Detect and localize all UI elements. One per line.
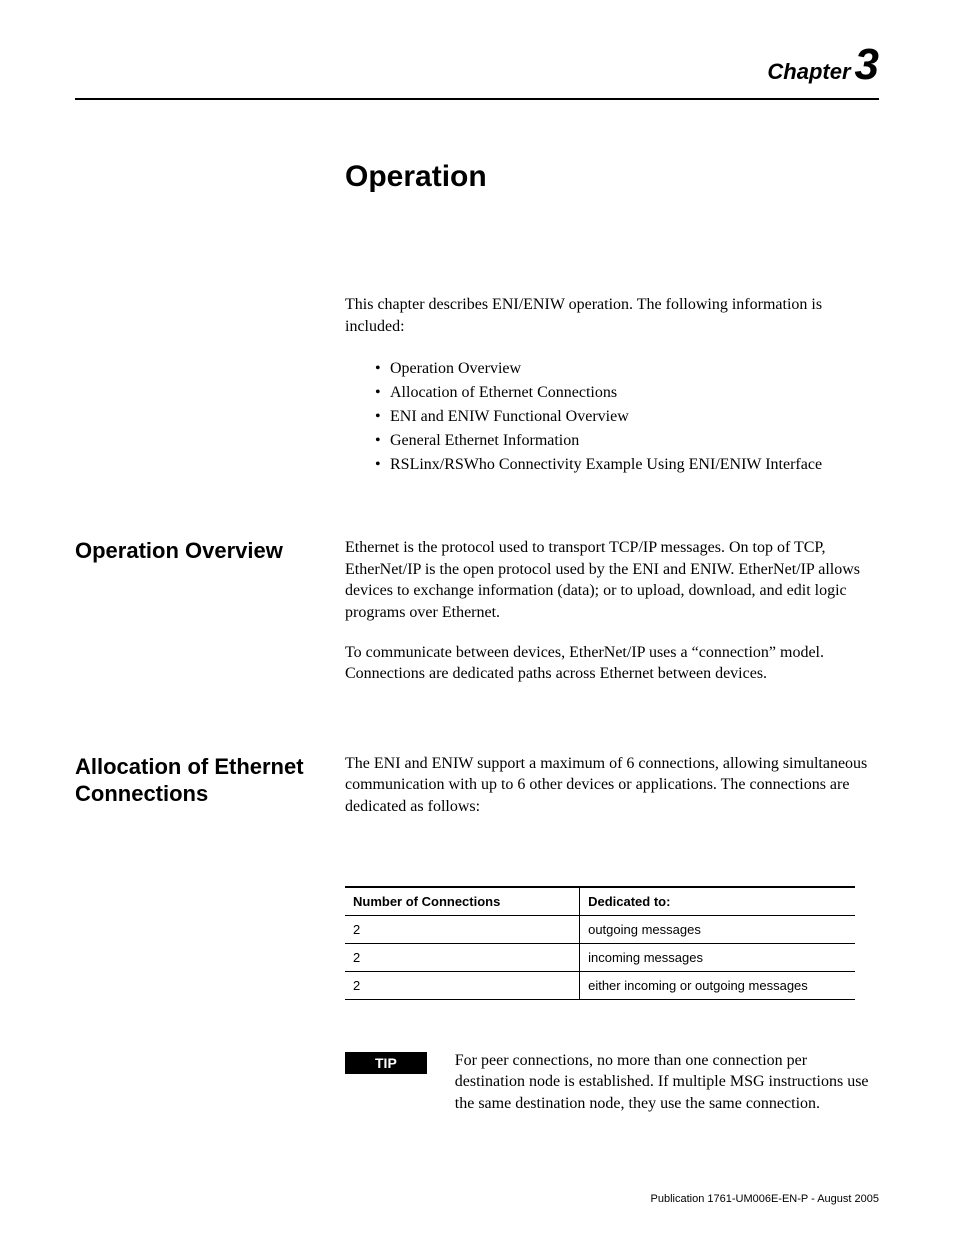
table-cell: 2 bbox=[345, 943, 580, 971]
contents-list: Operation Overview Allocation of Etherne… bbox=[375, 357, 879, 477]
list-item: Allocation of Ethernet Connections bbox=[375, 381, 879, 405]
table-header: Number of Connections bbox=[345, 887, 580, 916]
list-item: General Ethernet Information bbox=[375, 429, 879, 453]
chapter-header: Chapter3 bbox=[75, 40, 879, 90]
intro-paragraph: This chapter describes ENI/ENIW operatio… bbox=[345, 294, 879, 337]
section-allocation: Allocation of Ethernet Connections The E… bbox=[75, 753, 879, 836]
table-cell: 2 bbox=[345, 971, 580, 999]
table-row: 2 outgoing messages bbox=[345, 915, 855, 943]
section-heading: Operation Overview bbox=[75, 537, 345, 703]
table-header: Dedicated to: bbox=[580, 887, 855, 916]
connections-table: Number of Connections Dedicated to: 2 ou… bbox=[345, 886, 855, 1000]
page-title: Operation bbox=[345, 160, 879, 194]
table-cell: outgoing messages bbox=[580, 915, 855, 943]
list-item: RSLinx/RSWho Connectivity Example Using … bbox=[375, 453, 879, 477]
tip-text: For peer connections, no more than one c… bbox=[455, 1050, 879, 1115]
table-header-row: Number of Connections Dedicated to: bbox=[345, 887, 855, 916]
paragraph: To communicate between devices, EtherNet… bbox=[345, 642, 879, 685]
tip-callout: TIP For peer connections, no more than o… bbox=[345, 1050, 879, 1115]
section-body: The ENI and ENIW support a maximum of 6 … bbox=[345, 753, 879, 836]
table-cell: either incoming or outgoing messages bbox=[580, 971, 855, 999]
list-item: Operation Overview bbox=[375, 357, 879, 381]
chapter-label: Chapter bbox=[767, 59, 850, 84]
section-body: Ethernet is the protocol used to transpo… bbox=[345, 537, 879, 703]
table-row: 2 either incoming or outgoing messages bbox=[345, 971, 855, 999]
table-cell: 2 bbox=[345, 915, 580, 943]
publication-footer: Publication 1761-UM006E-EN-P - August 20… bbox=[651, 1193, 880, 1205]
chapter-number: 3 bbox=[855, 40, 879, 89]
paragraph: Ethernet is the protocol used to transpo… bbox=[345, 537, 879, 623]
tip-badge: TIP bbox=[345, 1052, 427, 1074]
table-cell: incoming messages bbox=[580, 943, 855, 971]
list-item: ENI and ENIW Functional Overview bbox=[375, 405, 879, 429]
table-row: 2 incoming messages bbox=[345, 943, 855, 971]
section-operation-overview: Operation Overview Ethernet is the proto… bbox=[75, 537, 879, 703]
header-rule bbox=[75, 98, 879, 100]
section-heading: Allocation of Ethernet Connections bbox=[75, 753, 345, 836]
paragraph: The ENI and ENIW support a maximum of 6 … bbox=[345, 753, 879, 818]
